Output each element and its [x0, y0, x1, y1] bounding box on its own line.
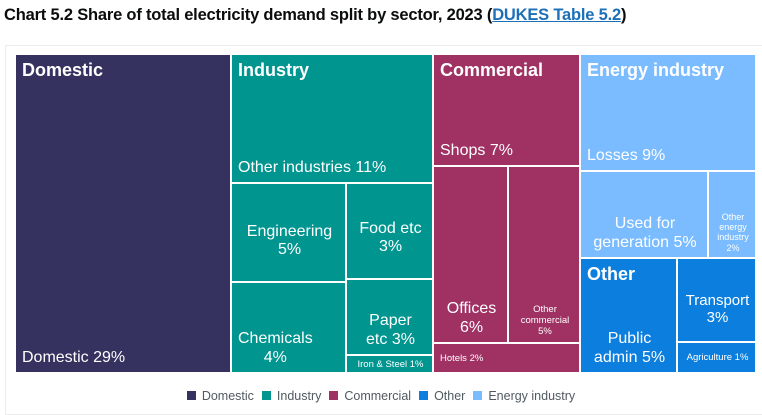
legend-swatch-industry — [261, 391, 271, 400]
cell-label-paper-etc: Paper etc 3% — [366, 312, 415, 348]
cell-label-other-energy-industry: Other energy industry 2% — [717, 211, 749, 253]
cell-label-engineering: Engineering 5% — [246, 223, 333, 259]
legend-swatch-other — [419, 391, 429, 400]
legend-label-domestic: Domestic — [201, 389, 254, 403]
group-label-domestic: Domestic — [22, 60, 104, 80]
cell-label-public-admin: Public admin 5% — [593, 330, 666, 366]
cell-label-other-commercial: Other commercial 5% — [520, 304, 570, 338]
cell-label-iron-steel: Iron & Steel 1% — [357, 358, 424, 370]
group-label-commercial: Commercial — [440, 60, 544, 80]
legend-label-industry: Industry — [276, 389, 322, 403]
chart-title: Chart 5.2 Share of total electricity dem… — [4, 6, 626, 25]
legend-item-domestic[interactable]: Domestic — [186, 389, 254, 403]
treemap-cell-food-etc: Food etc 3% — [346, 183, 433, 279]
cell-label-transport: Transport 3% — [685, 291, 750, 326]
cell-label-domestic: Domestic 29% — [22, 348, 126, 366]
legend-label-commercial: Commercial — [344, 389, 412, 403]
cell-label-used-for-generation: Used for generation 5% — [593, 215, 697, 251]
cell-label-hotels: Hotels 2% — [440, 352, 484, 364]
group-label-industry: Industry — [238, 60, 310, 80]
group-label-energy-industry: Energy industry — [587, 60, 725, 80]
cell-label-chemicals: Chemicals 4% — [238, 330, 313, 366]
legend-swatch-energy-industry — [473, 391, 483, 400]
cell-label-food-etc: Food etc 3% — [359, 219, 422, 255]
legend: Domestic Industry Commercial Other Energy in… — [0, 389, 762, 403]
treemap-cell-public-admin: Other Public admin 5% — [580, 258, 677, 373]
cell-label-losses: Losses 9% — [587, 146, 666, 164]
group-label-other: Other — [587, 264, 636, 284]
treemap-cell-losses: Energy industry Losses 9% — [580, 54, 756, 171]
treemap-cell-other-industries: Industry Other industries 11% — [231, 54, 433, 183]
cell-label-offices: Offices 6% — [446, 300, 497, 336]
legend-item-energy-industry[interactable]: Energy industry — [473, 389, 575, 403]
legend-item-industry[interactable]: Industry — [261, 389, 322, 403]
treemap-cell-other-energy-industry: Other energy industry 2% — [708, 171, 756, 258]
treemap-cell-agriculture: Agriculture 1% — [677, 342, 756, 373]
treemap-cell-shops: Commercial Shops 7% — [433, 54, 580, 166]
legend-item-other[interactable]: Other — [419, 389, 465, 403]
legend-item-commercial[interactable]: Commercial — [329, 389, 411, 403]
treemap-cell-hotels: Hotels 2% — [433, 343, 580, 373]
treemap-cell-engineering: Engineering 5% — [231, 183, 346, 282]
legend-label-other: Other — [434, 389, 466, 403]
treemap-cell-offices: Offices 6% — [433, 166, 508, 343]
dukes-table-link[interactable]: DUKES Table 5.2 — [492, 6, 621, 24]
cell-label-other-industries: Other industries 11% — [238, 158, 387, 176]
treemap-cell-paper-etc: Paper etc 3% — [346, 279, 433, 355]
chart-title-suffix: ) — [620, 6, 627, 24]
treemap-cell-chemicals: Chemicals 4% — [231, 282, 346, 373]
treemap-cell-other-commercial: Other commercial 5% — [508, 166, 580, 343]
treemap-cell-transport: Transport 3% — [677, 258, 756, 342]
cell-label-agriculture: Agriculture 1% — [686, 352, 749, 364]
legend-swatch-commercial — [329, 391, 339, 400]
cell-label-shops: Shops 7% — [440, 141, 513, 159]
treemap-cell-used-for-generation: Used for generation 5% — [580, 171, 708, 258]
chart-title-text: Chart 5.2 Share of total electricity dem… — [4, 6, 493, 24]
legend-label-energy-industry: Energy industry — [488, 389, 576, 403]
legend-swatch-domestic — [186, 391, 196, 400]
treemap-cell-iron-steel: Iron & Steel 1% — [346, 355, 433, 373]
treemap-cell-domestic: Domestic Domestic 29% — [15, 54, 231, 373]
